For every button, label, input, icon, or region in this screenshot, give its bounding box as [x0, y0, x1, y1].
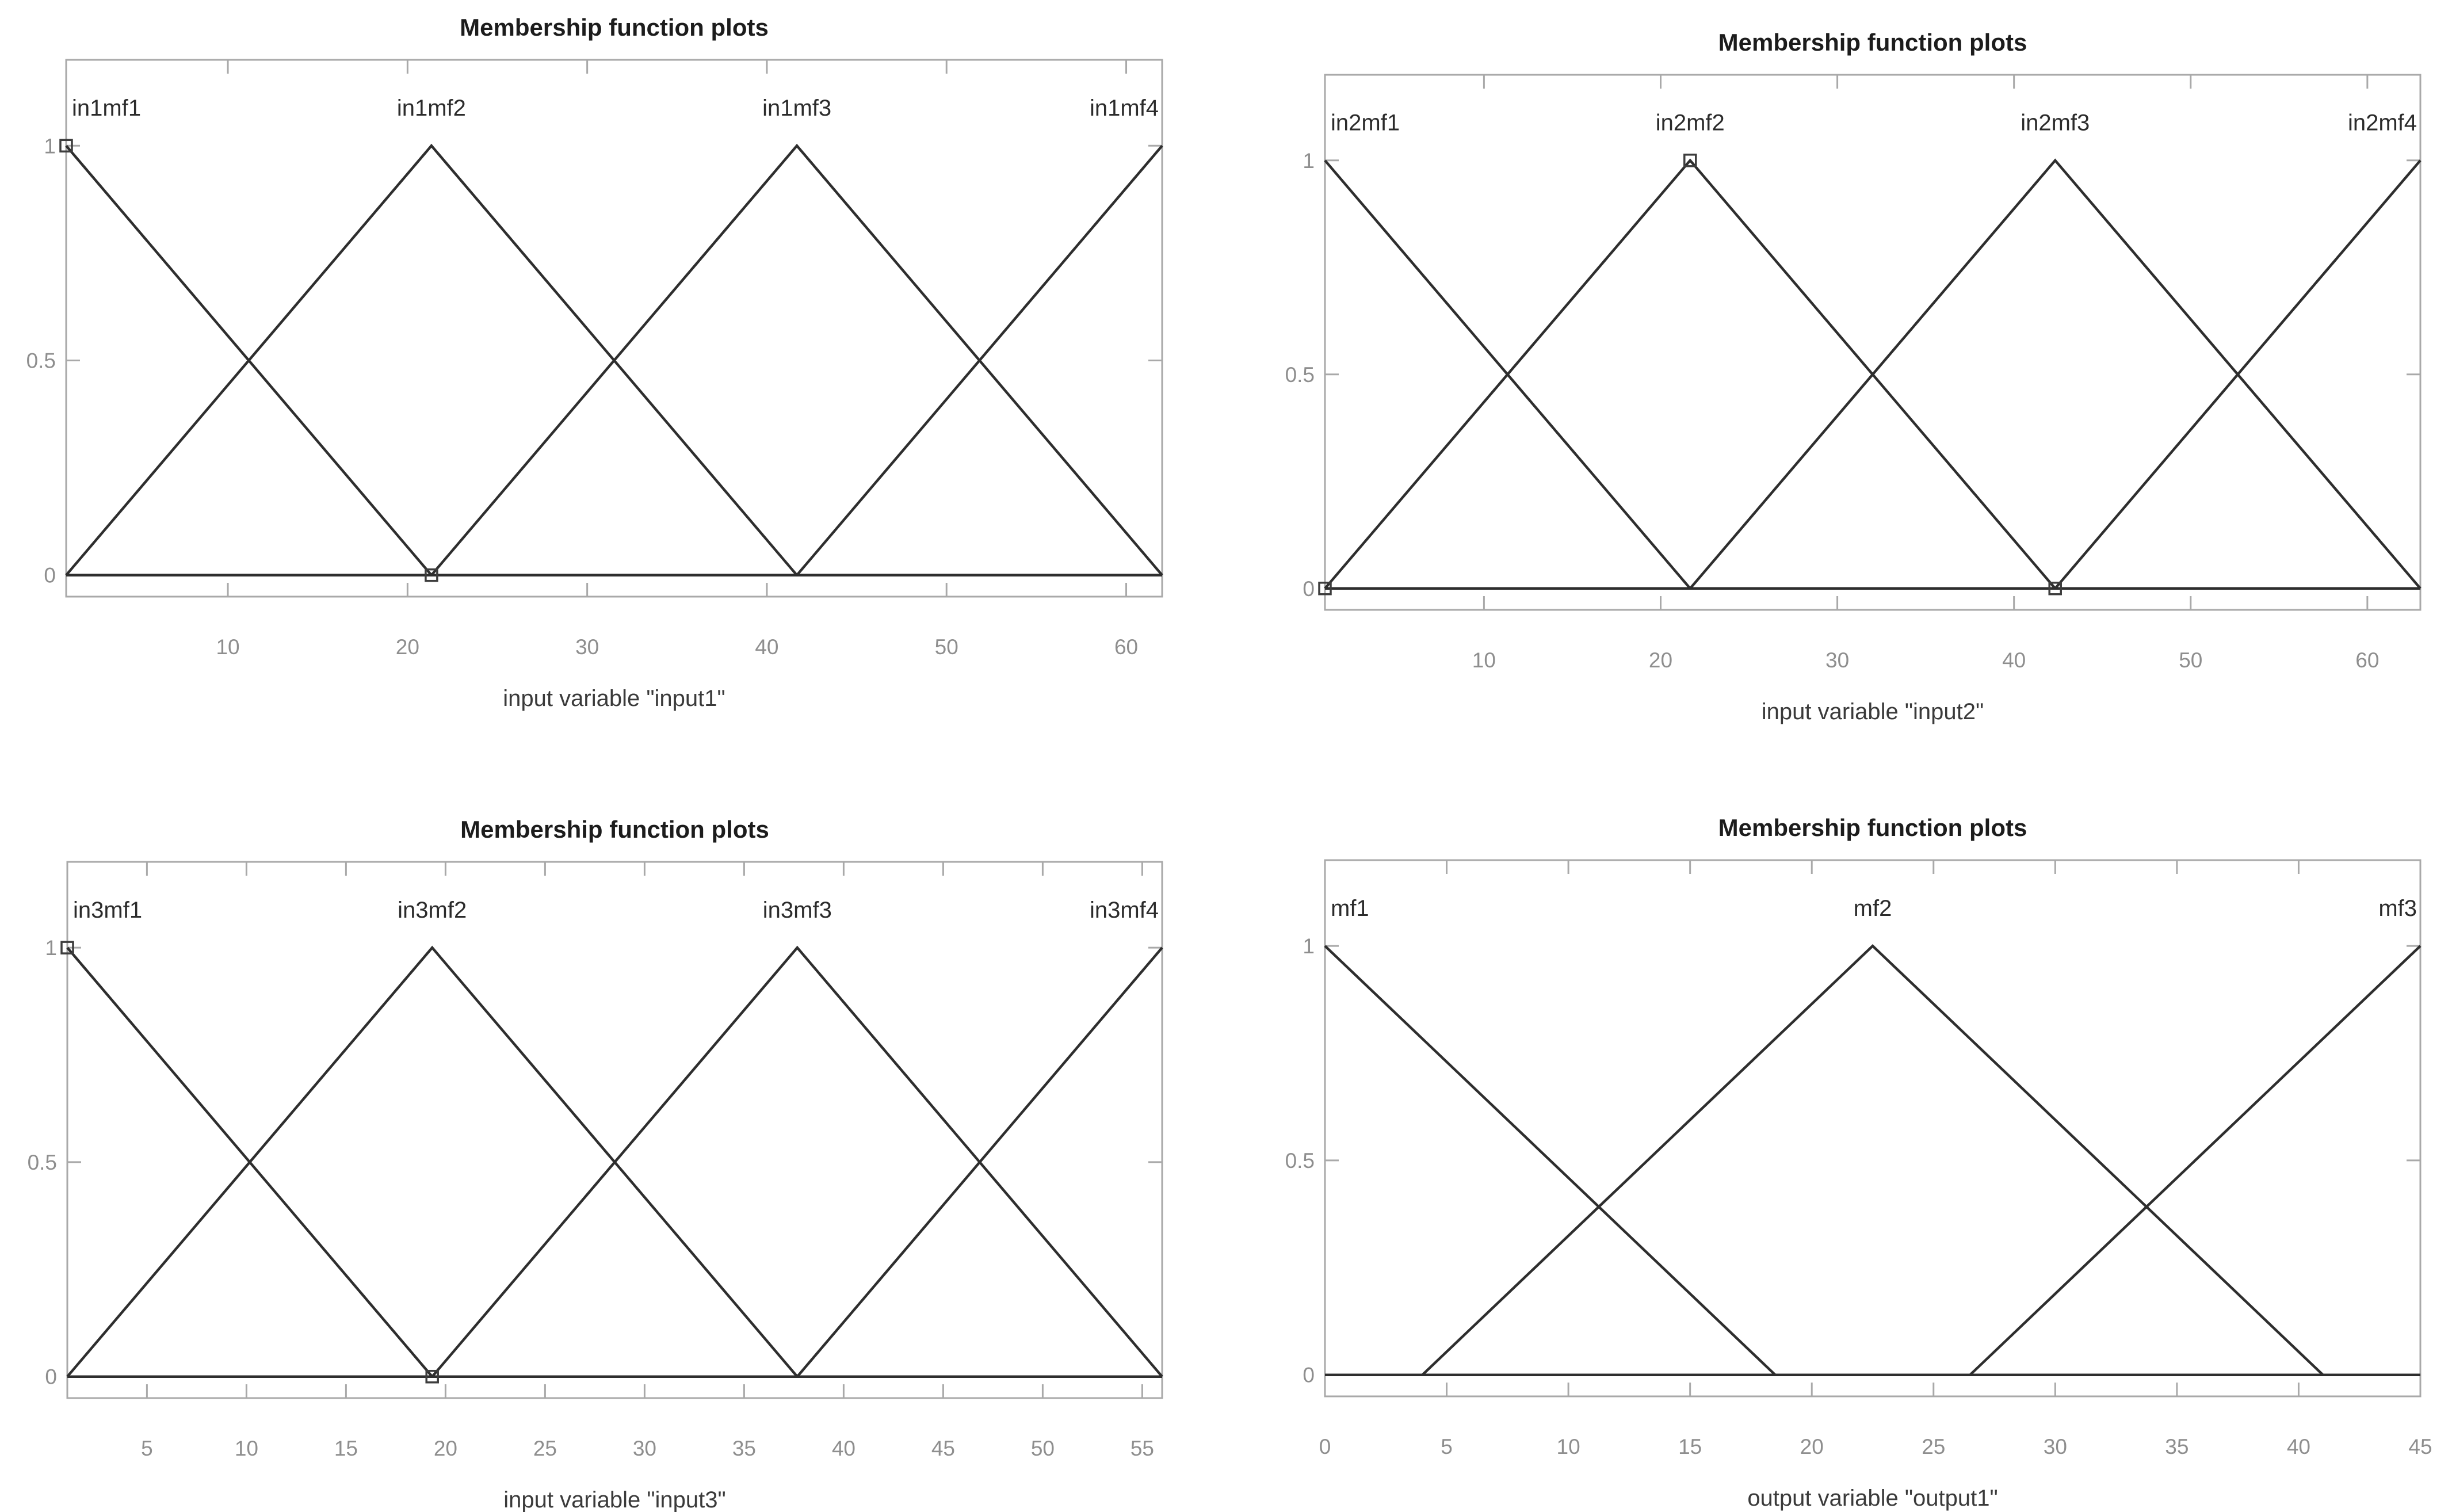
mf-line-in3mf4	[67, 946, 1163, 1378]
x-tick-label: 25	[533, 1437, 557, 1460]
x-tick-label: 35	[2165, 1435, 2189, 1458]
x-tick-label: 50	[2179, 648, 2202, 672]
mf-label-in3mf1: in3mf1	[73, 898, 142, 923]
plot-input2: Membership function plots 10 20 30 40 50 60 0 0.…	[1285, 29, 2422, 724]
x-tick-label: 30	[2044, 1435, 2067, 1458]
y-tick-label: 0	[1303, 1364, 1315, 1387]
y-tick-label: 0	[44, 564, 56, 587]
x-tick-label: 30	[575, 635, 599, 659]
x-tick-label: 15	[334, 1437, 358, 1460]
x-axis-label: output variable "output1"	[1747, 1486, 1997, 1511]
x-tick-label: 45	[931, 1437, 955, 1460]
mf-label-in1mf2: in1mf2	[397, 96, 466, 121]
x-tick-label: 40	[832, 1437, 855, 1460]
y-tick-label: 1	[44, 134, 56, 158]
mf-label-mf1: mf1	[1331, 896, 1369, 921]
y-tick-label: 0	[1303, 577, 1315, 601]
y-tick-label: 0.5	[1285, 1149, 1315, 1173]
x-tick-label: 20	[1800, 1435, 1824, 1458]
mf-label-in2mf3: in2mf3	[2021, 110, 2090, 136]
x-tick-label: 60	[2355, 648, 2379, 672]
x-tick-label: 20	[1649, 648, 1672, 672]
y-tick-label: 1	[1303, 149, 1315, 173]
mf-line-in1mf3	[66, 143, 1163, 576]
chart-title: Membership function plots	[1718, 814, 2027, 841]
mf-label-in3mf3: in3mf3	[763, 898, 832, 923]
x-axis-label: input variable "input2"	[1762, 699, 1984, 724]
y-tick-label: 0	[45, 1365, 57, 1389]
mf-label-mf2: mf2	[1854, 896, 1892, 921]
x-axis-label: input variable "input1"	[503, 686, 725, 711]
x-tick-label: 55	[1130, 1437, 1154, 1460]
x-tick-label: 50	[935, 635, 958, 659]
plot-input1: Membership function plots 10 20 30 40 50 60 0 0.…	[26, 14, 1163, 711]
mf-line-mf2	[1325, 944, 2420, 1376]
chart-title: Membership function plots	[1718, 29, 2027, 56]
mf-label-in1mf3: in1mf3	[762, 96, 831, 121]
selected-mf-marker	[59, 139, 73, 153]
mf-label-in3mf2: in3mf2	[398, 898, 467, 923]
mf-line-mf3	[1325, 945, 2422, 1376]
chart-title: Membership function plots	[460, 14, 769, 41]
axes-box	[66, 861, 1163, 1399]
x-tick-label: 10	[216, 635, 239, 659]
x-tick-label: 10	[1557, 1435, 1580, 1458]
x-tick-label: 45	[2408, 1435, 2432, 1458]
mf-line-in2mf3	[1325, 158, 2422, 590]
x-tick-label: 10	[235, 1437, 258, 1460]
chart-title: Membership function plots	[460, 816, 769, 843]
x-tick-label: 5	[141, 1437, 153, 1460]
y-tick-label: 0.5	[26, 349, 56, 372]
mf-label-in2mf4: in2mf4	[2348, 110, 2417, 136]
x-tick-label: 60	[1114, 635, 1138, 659]
mf-line-in3mf3	[67, 945, 1163, 1378]
x-tick-label: 5	[1441, 1435, 1453, 1458]
x-axis-label: input variable "input3"	[503, 1487, 725, 1512]
x-tick-label: 30	[633, 1437, 656, 1460]
selected-mf-marker	[2048, 582, 2062, 595]
axes-box	[65, 59, 1163, 598]
selected-mf-marker	[425, 1369, 439, 1384]
x-tick-label: 50	[1031, 1437, 1055, 1460]
selected-mf-marker	[1683, 154, 1697, 167]
mf-label-in3mf4: in3mf4	[1090, 898, 1159, 923]
x-tick-label: 20	[434, 1437, 457, 1460]
y-tick-label: 1	[45, 936, 57, 960]
y-tick-label: 0.5	[28, 1151, 57, 1174]
mf-label-in2mf2: in2mf2	[1656, 110, 1725, 136]
x-tick-label: 10	[1472, 648, 1496, 672]
mf-label-in1mf4: in1mf4	[1090, 96, 1159, 121]
x-tick-label: 35	[732, 1437, 756, 1460]
mf-line-in1mf4	[66, 144, 1163, 576]
x-tick-label: 0	[1319, 1435, 1331, 1458]
x-tick-label: 40	[2002, 648, 2026, 672]
selected-mf-marker	[425, 568, 438, 582]
x-tick-label: 25	[1922, 1435, 1945, 1458]
mf-label-in1mf1: in1mf1	[72, 96, 141, 121]
selected-mf-marker	[1318, 582, 1332, 595]
axes-box	[1324, 859, 2422, 1398]
x-tick-label: 40	[755, 635, 778, 659]
mf-label-in2mf1: in2mf1	[1331, 110, 1400, 136]
selected-mf-marker	[60, 941, 74, 954]
mf-line-in2mf4	[1325, 159, 2422, 590]
x-tick-label: 15	[1678, 1435, 1702, 1458]
x-tick-label: 30	[1825, 648, 1849, 672]
x-tick-label: 20	[396, 635, 419, 659]
y-tick-label: 0.5	[1285, 363, 1315, 387]
mf-label-mf3: mf3	[2378, 896, 2417, 921]
axes-box	[1324, 74, 2422, 611]
y-tick-label: 1	[1303, 934, 1315, 958]
x-tick-label: 40	[2287, 1435, 2310, 1458]
